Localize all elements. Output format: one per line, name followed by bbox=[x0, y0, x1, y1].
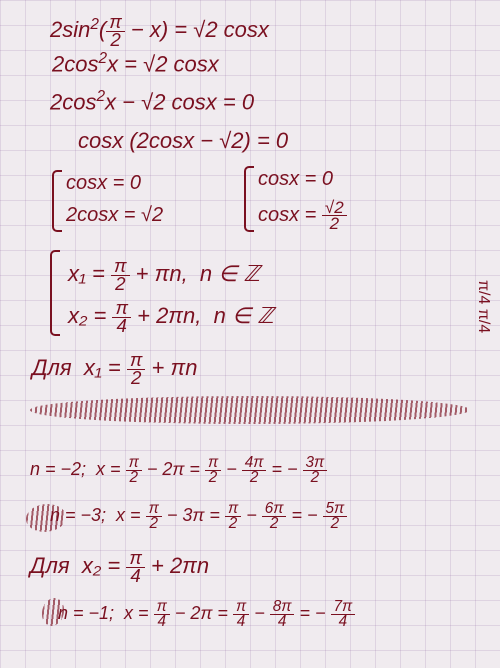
sol-x2: x₂ = π4 + 2πn, n ∈ ℤ bbox=[68, 300, 274, 335]
eq-line-2: 2cos2x = √2 cosx bbox=[52, 50, 219, 77]
sol-x1: x₁ = π2 + πn, n ∈ ℤ bbox=[68, 258, 260, 293]
margin-note: π/4 π/4 bbox=[474, 280, 492, 333]
eq-line-3: 2cos2x − √2 cosx = 0 bbox=[50, 88, 254, 115]
n-minus-2: n = −2; x = π2 − 2π = π2 − 4π2 = − 3π2 bbox=[30, 456, 327, 485]
n-minus-1: n = −1; x = π4 − 2π = π4 − 8π4 = − 7π4 bbox=[48, 600, 355, 629]
case-r2: cosx = √22 bbox=[258, 200, 347, 232]
for-x1: Для x₁ = π2 + πn bbox=[32, 352, 197, 387]
bracket-left-1 bbox=[52, 170, 62, 232]
scribble-row-1 bbox=[29, 396, 472, 424]
case-l2: 2cosx = √2 bbox=[66, 204, 163, 227]
n-minus-3: n = −3; x = π2 − 3π = π2 − 6π2 = − 5π2 bbox=[30, 502, 347, 531]
case-l1: cosx = 0 bbox=[66, 172, 141, 195]
eq-line-4: cosx (2cosx − √2) = 0 bbox=[78, 128, 288, 154]
case-r1: cosx = 0 bbox=[258, 168, 333, 191]
eq-line-1: 2sin2(π2 − x) = √2 cosx bbox=[50, 14, 269, 49]
bracket-left-2 bbox=[244, 166, 254, 232]
for-x2: Для x₂ = π4 + 2πn bbox=[30, 550, 209, 585]
bracket-solutions bbox=[50, 250, 60, 336]
